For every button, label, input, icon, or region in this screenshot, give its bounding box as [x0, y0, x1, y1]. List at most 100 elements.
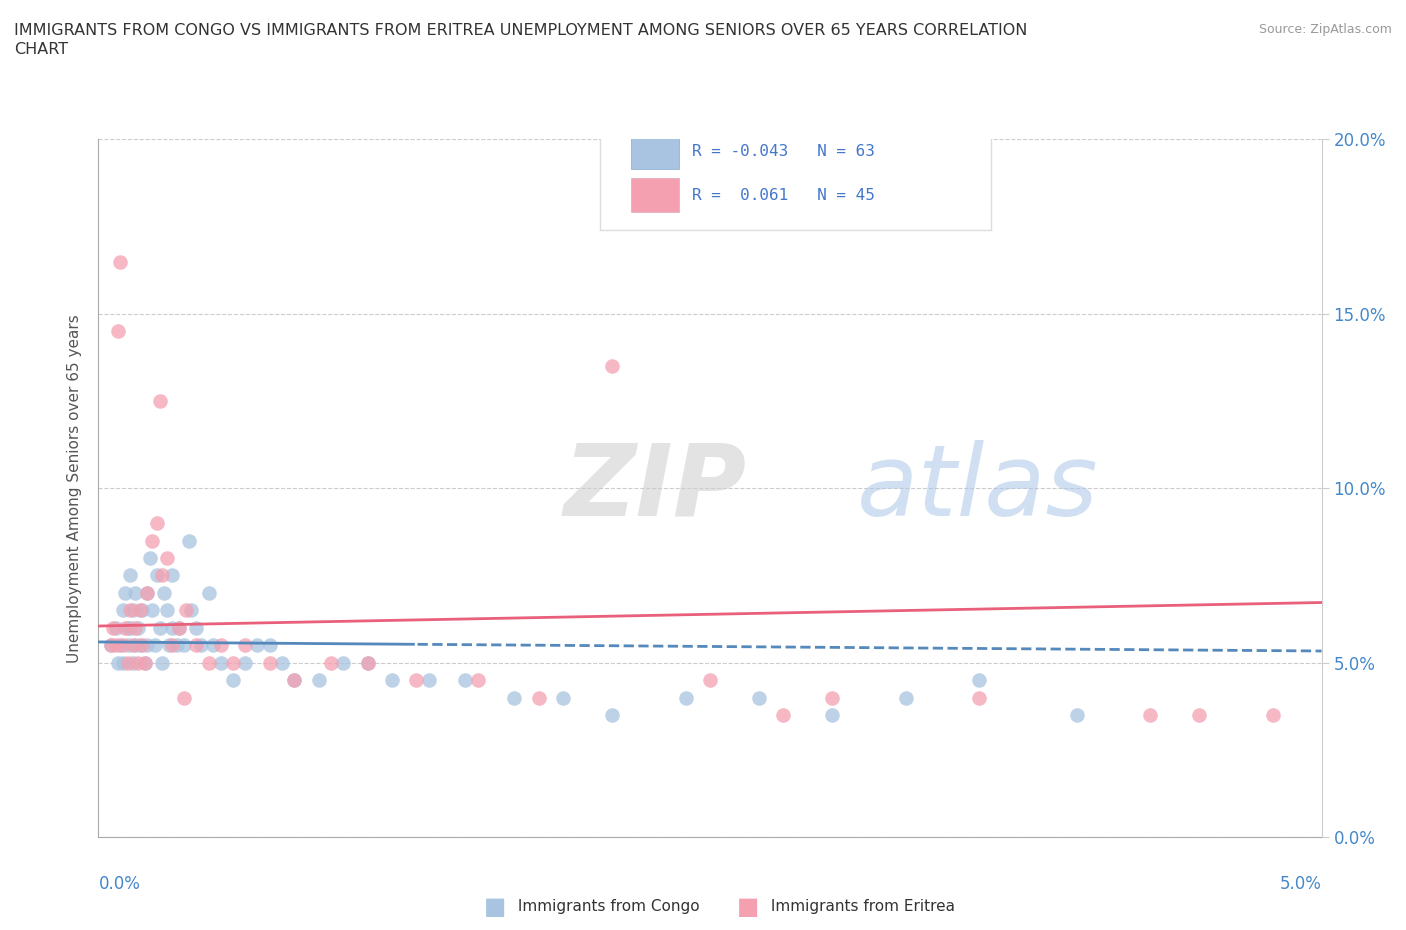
- Point: [202, 638, 225, 653]
- Point: [167, 620, 190, 635]
- Point: [197, 656, 219, 671]
- Point: [600, 359, 623, 374]
- Point: [197, 586, 219, 601]
- Point: [149, 393, 172, 408]
- Point: [141, 603, 163, 618]
- Point: [124, 638, 146, 653]
- Text: IMMIGRANTS FROM CONGO VS IMMIGRANTS FROM ERITREA UNEMPLOYMENT AMONG SENIORS OVER: IMMIGRANTS FROM CONGO VS IMMIGRANTS FROM…: [14, 23, 1028, 38]
- Text: Immigrants from Congo: Immigrants from Congo: [513, 899, 700, 914]
- Point: [967, 672, 990, 687]
- Point: [100, 638, 122, 653]
- Point: [454, 672, 477, 687]
- Point: [405, 672, 427, 687]
- Point: [173, 690, 195, 705]
- Point: [111, 603, 134, 618]
- Point: [129, 638, 152, 653]
- Point: [136, 586, 159, 601]
- Point: [821, 690, 844, 705]
- Point: [699, 672, 721, 687]
- Point: [259, 638, 281, 653]
- Point: [124, 620, 146, 635]
- Point: [114, 620, 136, 635]
- Point: [149, 620, 172, 635]
- Point: [104, 620, 127, 635]
- Point: [139, 551, 162, 565]
- Text: R = -0.043   N = 63: R = -0.043 N = 63: [692, 144, 875, 159]
- FancyBboxPatch shape: [630, 135, 679, 168]
- Point: [186, 620, 208, 635]
- Point: [503, 690, 526, 705]
- Point: [143, 638, 166, 653]
- Point: [1066, 708, 1088, 723]
- Point: [107, 656, 129, 671]
- Text: ZIP: ZIP: [564, 440, 747, 537]
- Point: [233, 656, 256, 671]
- Point: [600, 708, 623, 723]
- Point: [1188, 708, 1211, 723]
- Point: [270, 656, 294, 671]
- Point: [121, 656, 143, 671]
- Point: [173, 638, 195, 653]
- Point: [209, 638, 232, 653]
- Point: [129, 603, 152, 618]
- Point: [821, 708, 844, 723]
- Text: 5.0%: 5.0%: [1279, 875, 1322, 894]
- Point: [134, 656, 156, 671]
- Point: [101, 620, 124, 635]
- Point: [131, 603, 153, 618]
- Point: [772, 708, 794, 723]
- Point: [127, 656, 149, 671]
- Point: [180, 603, 202, 618]
- Point: [356, 656, 378, 671]
- Point: [110, 254, 132, 269]
- Point: [894, 690, 917, 705]
- Point: [748, 690, 770, 705]
- Point: [131, 638, 153, 653]
- Point: [117, 620, 139, 635]
- Point: [121, 603, 143, 618]
- Point: [117, 656, 139, 671]
- Point: [157, 638, 180, 653]
- Point: [356, 656, 378, 671]
- Point: [222, 672, 245, 687]
- Point: [107, 324, 129, 339]
- Text: R =  0.061   N = 45: R = 0.061 N = 45: [692, 188, 875, 203]
- Point: [134, 656, 156, 671]
- Text: atlas: atlas: [856, 440, 1098, 537]
- Point: [283, 672, 305, 687]
- Point: [186, 638, 208, 653]
- Point: [120, 568, 142, 583]
- Point: [117, 638, 139, 653]
- Text: ■: ■: [737, 895, 759, 919]
- Point: [527, 690, 550, 705]
- Point: [120, 620, 142, 635]
- Point: [156, 551, 179, 565]
- Point: [967, 690, 990, 705]
- Point: [136, 638, 159, 653]
- Point: [104, 638, 127, 653]
- Point: [111, 656, 134, 671]
- Point: [233, 638, 256, 653]
- Point: [259, 656, 281, 671]
- Point: [141, 533, 163, 548]
- Point: [156, 603, 179, 618]
- Point: [319, 656, 342, 671]
- Point: [209, 656, 232, 671]
- Point: [124, 586, 146, 601]
- Point: [127, 620, 149, 635]
- Point: [150, 656, 173, 671]
- Point: [110, 638, 132, 653]
- Text: ■: ■: [484, 895, 506, 919]
- Text: CHART: CHART: [14, 42, 67, 57]
- Point: [246, 638, 269, 653]
- Point: [166, 638, 188, 653]
- Text: Immigrants from Eritrea: Immigrants from Eritrea: [766, 899, 955, 914]
- Point: [150, 568, 173, 583]
- Point: [283, 672, 305, 687]
- Point: [114, 586, 136, 601]
- Point: [121, 638, 143, 653]
- Point: [153, 586, 176, 601]
- Point: [467, 672, 489, 687]
- Point: [146, 515, 169, 530]
- Point: [146, 568, 169, 583]
